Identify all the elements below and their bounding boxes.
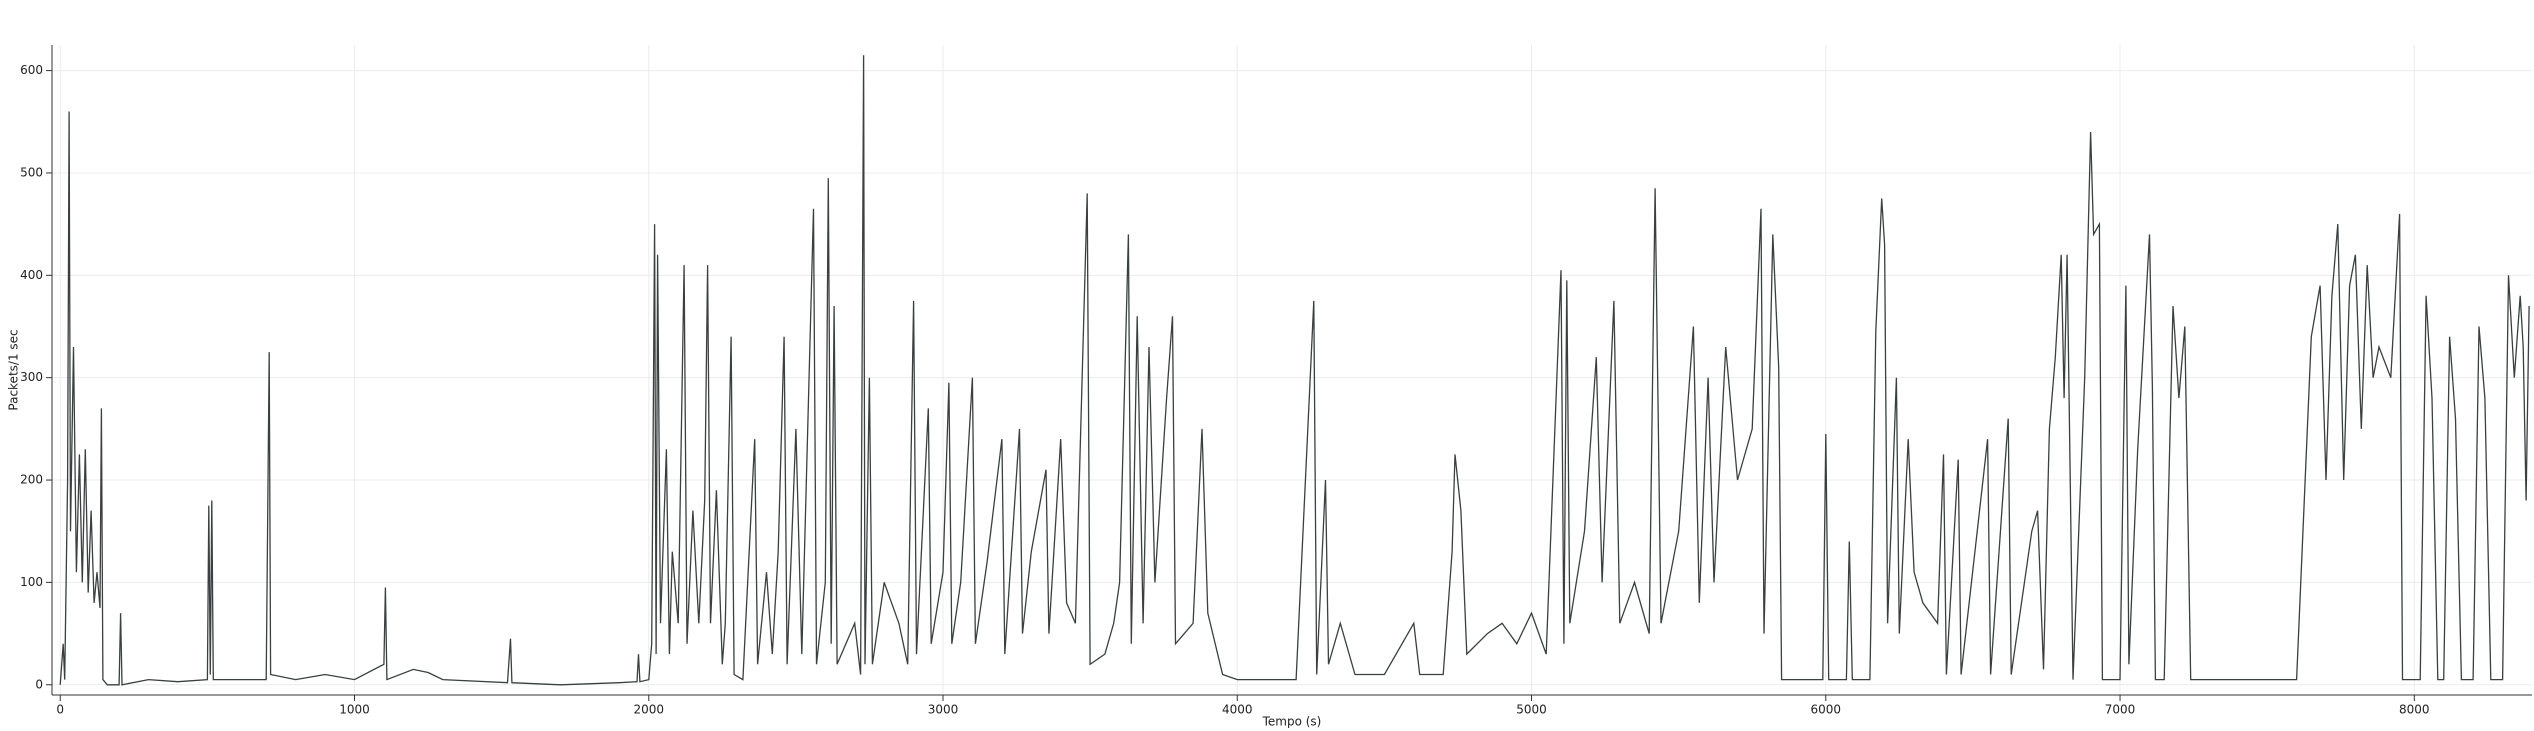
x-tick-label: 7000 — [2105, 703, 2136, 717]
y-tick-label: 100 — [20, 575, 43, 589]
y-tick-label: 400 — [20, 268, 43, 282]
x-tick-label: 5000 — [1516, 703, 1547, 717]
y-tick-label: 200 — [20, 473, 43, 487]
x-tick-label: 8000 — [2399, 703, 2430, 717]
x-tick-label: 2000 — [633, 703, 664, 717]
y-axis-label: Packets/1 sec — [7, 329, 21, 410]
x-tick-label: 0 — [56, 703, 64, 717]
y-tick-label: 500 — [20, 165, 43, 179]
x-tick-label: 3000 — [928, 703, 959, 717]
y-tick-label: 600 — [20, 63, 43, 77]
x-tick-label: 1000 — [339, 703, 370, 717]
x-axis-label: Tempo (s) — [1262, 715, 1322, 729]
x-tick-label: 6000 — [1811, 703, 1842, 717]
y-tick-label: 300 — [20, 370, 43, 384]
data-line — [59, 55, 2530, 686]
y-tick-label: 0 — [35, 677, 43, 691]
x-tick-label: 4000 — [1222, 703, 1253, 717]
